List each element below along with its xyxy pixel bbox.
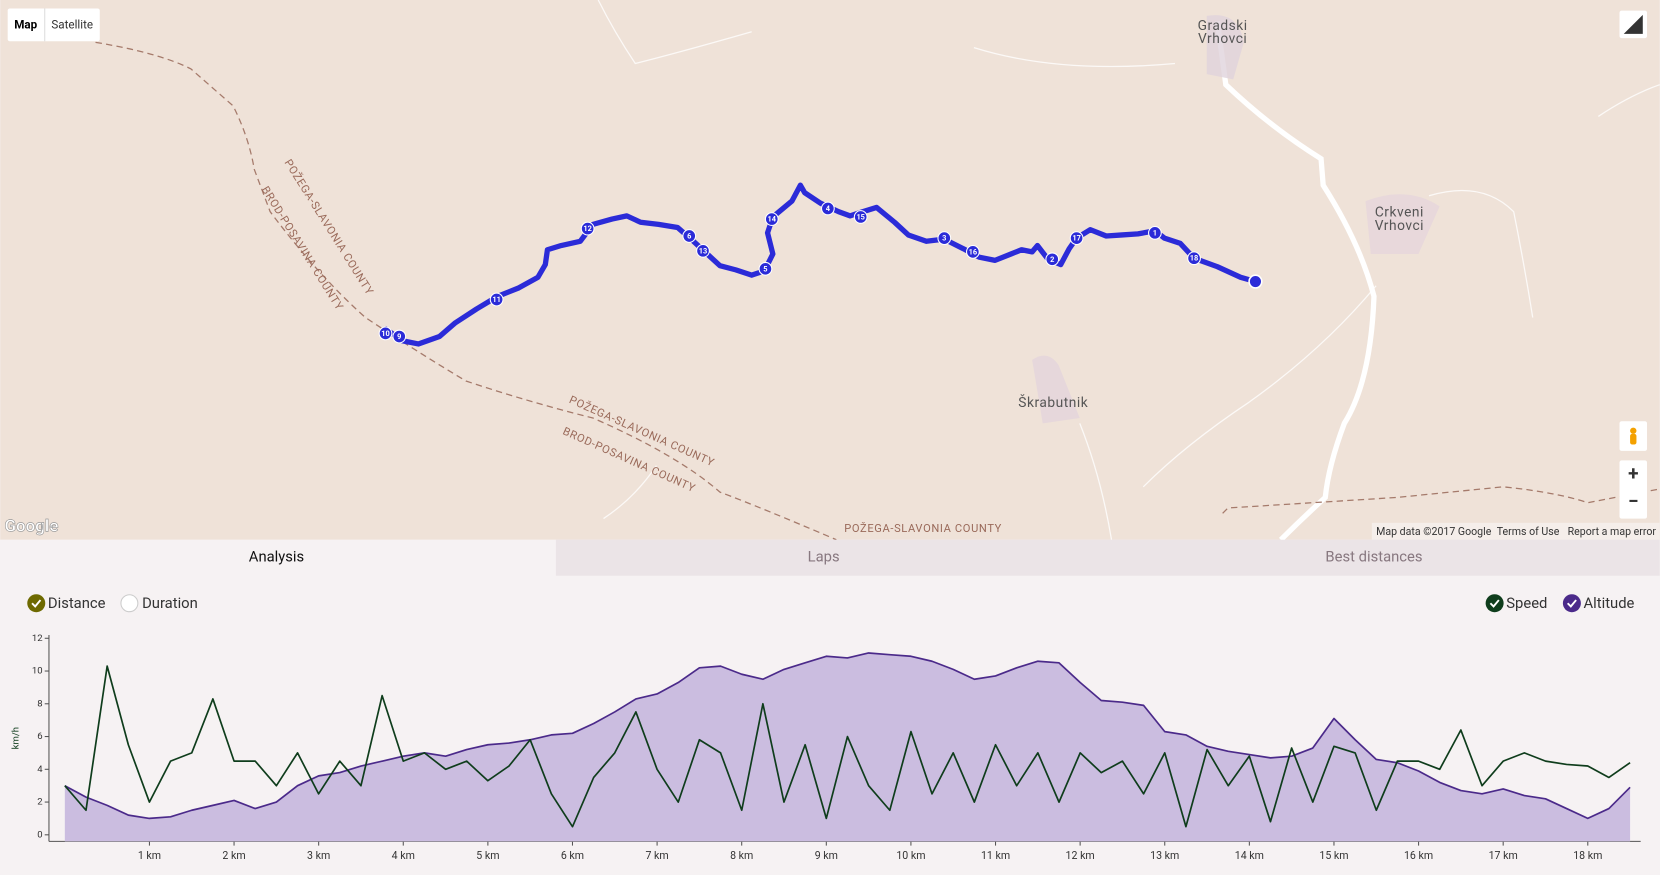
x-tick-label: 6 km bbox=[561, 849, 584, 862]
radio-checked[interactable] bbox=[27, 594, 46, 613]
x-tick-label: 11 km bbox=[981, 849, 1010, 862]
lap-marker-label: 15 bbox=[856, 212, 864, 221]
lap-marker[interactable] bbox=[1045, 252, 1060, 267]
place-label: Vrhovci bbox=[1375, 218, 1424, 234]
legend-check bbox=[1489, 599, 1500, 608]
series-line bbox=[64, 665, 1631, 828]
tab[interactable]: Analysis bbox=[249, 548, 304, 566]
radio-label[interactable]: Duration bbox=[142, 594, 198, 612]
lap-marker[interactable] bbox=[489, 292, 504, 307]
series-line bbox=[64, 652, 1631, 820]
lap-marker[interactable] bbox=[1069, 231, 1084, 246]
lap-marker-label: 10 bbox=[381, 329, 389, 338]
lap-marker-label: 4 bbox=[826, 204, 831, 213]
x-tick-label: 13 km bbox=[1150, 849, 1179, 862]
satellite-button[interactable]: Satellite bbox=[51, 17, 93, 31]
lap-marker[interactable] bbox=[1187, 251, 1201, 266]
lap-marker-label: 5 bbox=[763, 264, 767, 273]
x-tick-label: 17 km bbox=[1489, 849, 1518, 862]
place-label: Škrabutnik bbox=[1018, 393, 1088, 411]
lap-marker-label: 17 bbox=[1072, 234, 1080, 243]
zoom-in[interactable]: + bbox=[1628, 462, 1638, 485]
google-logo[interactable]: Google bbox=[4, 516, 59, 537]
x-tick-label: 3 km bbox=[307, 849, 330, 862]
lap-marker[interactable] bbox=[1148, 225, 1162, 240]
lap-marker[interactable] bbox=[580, 221, 595, 236]
x-tick-label: 14 km bbox=[1235, 849, 1264, 862]
lap-marker-label: 11 bbox=[492, 295, 500, 304]
y-tick-label: 8 bbox=[37, 698, 42, 709]
x-tick-label: 4 km bbox=[392, 849, 415, 862]
lap-marker-label: 1 bbox=[1153, 228, 1157, 237]
x-tick-label: 7 km bbox=[645, 849, 668, 862]
tab-active[interactable] bbox=[0, 539, 556, 576]
lap-marker-label: 14 bbox=[768, 215, 777, 224]
radio-label[interactable]: Distance bbox=[48, 594, 106, 612]
y-tick-label: 2 bbox=[37, 797, 42, 808]
x-tick-label: 9 km bbox=[815, 849, 838, 862]
lap-marker[interactable] bbox=[937, 231, 952, 246]
legend-toggle[interactable] bbox=[1562, 594, 1581, 613]
x-tick-label: 16 km bbox=[1404, 849, 1433, 862]
county-label: POŽEGA-SLAVONIA COUNTY bbox=[844, 522, 1002, 535]
lap-marker-label: 12 bbox=[583, 224, 591, 233]
tab[interactable]: Laps bbox=[808, 548, 840, 566]
lap-marker[interactable] bbox=[758, 261, 773, 276]
x-tick-label: 1 km bbox=[138, 849, 161, 862]
terms-link[interactable]: Terms of Use bbox=[1497, 525, 1560, 538]
map[interactable] bbox=[0, 0, 1660, 540]
y-tick-label: 4 bbox=[37, 764, 43, 775]
legend-check bbox=[1566, 599, 1577, 608]
route bbox=[382, 182, 1257, 347]
x-tick-label: 8 km bbox=[730, 849, 753, 862]
lap-marker-label: 13 bbox=[699, 246, 707, 255]
x-tick-label: 10 km bbox=[896, 849, 925, 862]
zoom-out[interactable]: − bbox=[1628, 490, 1639, 513]
y-tick-label: 12 bbox=[32, 633, 43, 644]
lap-marker[interactable] bbox=[378, 326, 393, 341]
lap-marker[interactable] bbox=[965, 245, 980, 259]
map-button[interactable]: Map bbox=[14, 17, 37, 31]
lap-marker[interactable] bbox=[696, 243, 710, 258]
lap-marker[interactable] bbox=[682, 229, 697, 243]
lap-marker[interactable] bbox=[764, 212, 779, 226]
lap-marker-label: 3 bbox=[942, 234, 946, 243]
x-tick-label: 15 km bbox=[1319, 849, 1348, 862]
radio[interactable] bbox=[120, 594, 139, 613]
zoom-control bbox=[1619, 460, 1648, 519]
x-tick-label: 5 km bbox=[476, 849, 499, 862]
y-tick-label: 0 bbox=[37, 829, 42, 840]
y-tick-label: 10 bbox=[32, 666, 43, 677]
lap-marker[interactable] bbox=[821, 201, 835, 216]
x-tick-label: 2 km bbox=[222, 849, 245, 862]
place-label: Crkveni bbox=[1375, 204, 1424, 220]
y-axis-label: km/h bbox=[11, 727, 22, 749]
place-label: Gradski bbox=[1198, 18, 1248, 34]
legend-toggle[interactable] bbox=[1485, 594, 1504, 613]
tab[interactable]: Best distances bbox=[1325, 548, 1422, 566]
legend-label[interactable]: Speed bbox=[1506, 594, 1547, 612]
attribution: Map data ©2017 Google bbox=[1376, 525, 1492, 538]
lap-marker-label: 6 bbox=[687, 231, 691, 240]
legend-label[interactable]: Altitude bbox=[1584, 594, 1635, 612]
tab-bar bbox=[555, 539, 1660, 576]
y-tick-label: 6 bbox=[37, 731, 42, 742]
lap-marker-label: 16 bbox=[969, 247, 977, 256]
end-pin[interactable] bbox=[1248, 274, 1263, 289]
altitude-area bbox=[64, 652, 1631, 842]
lap-marker-label: 2 bbox=[1050, 255, 1054, 264]
lap-marker-label: 18 bbox=[1190, 254, 1198, 263]
lap-marker[interactable] bbox=[853, 210, 868, 224]
x-tick-label: 18 km bbox=[1573, 849, 1602, 862]
place-label: Vrhovci bbox=[1198, 31, 1247, 47]
lap-marker-label: 9 bbox=[397, 332, 401, 341]
report-link[interactable]: Report a map error bbox=[1568, 525, 1657, 538]
x-tick-label: 12 km bbox=[1066, 849, 1095, 862]
map-type-control bbox=[7, 8, 100, 42]
lap-marker[interactable] bbox=[392, 329, 407, 344]
